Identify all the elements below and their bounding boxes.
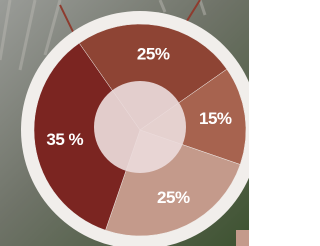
value-label: 15% [199,109,232,128]
corner-tab [236,230,249,246]
chart: 25% 15% 25% 35 % [0,0,249,246]
value-label: 25% [157,188,190,207]
value-label: 35 % [46,130,83,149]
pie-hole [94,81,186,173]
value-label: 25% [137,45,170,64]
